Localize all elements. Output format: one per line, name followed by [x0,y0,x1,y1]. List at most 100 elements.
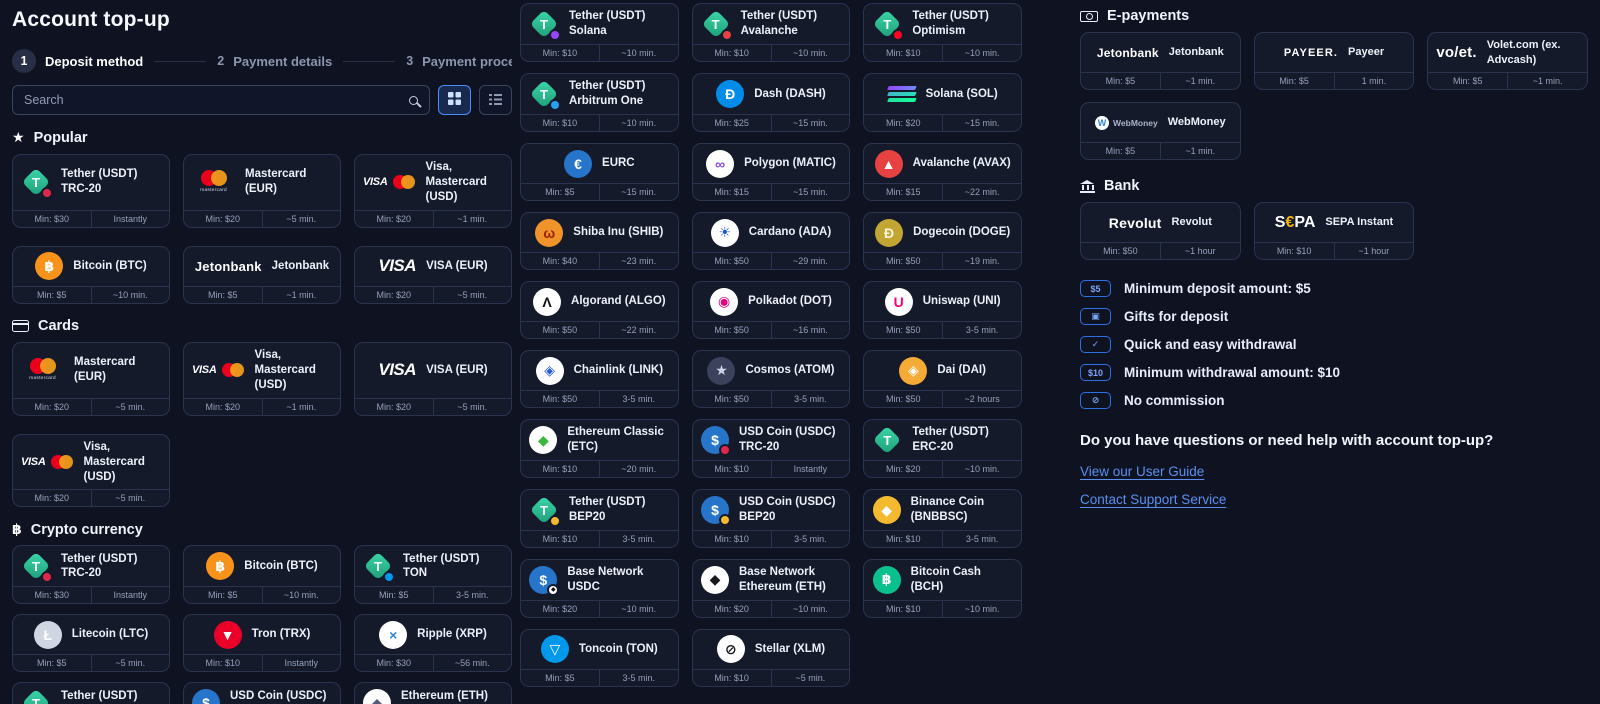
steps-bar: 1 Deposit method 2 Payment details 3 Pay… [12,49,512,73]
payment-method-card[interactable]: W WebMoney WebMoney Min: $5 ~1 min. [1080,102,1241,160]
payment-method-card[interactable]: × Ripple (XRP) Min: $30 ~56 min. [354,614,512,673]
payment-method-card[interactable]: T Tether (USDT) Solana Min: $10 ~10 min. [520,3,679,62]
payment-method-card[interactable]: Ð Dash (DASH) Min: $25 ~15 min. [691,73,851,132]
payment-method-card[interactable]: Jetonbank Jetonbank Min: $5 ~1 min. [183,245,341,304]
bitcoin-icon: ฿ [206,552,235,581]
payment-method-card[interactable]: ฿ Bitcoin (BTC) Min: $5 ~10 min. [183,545,341,605]
help-link-view-our-user-guide[interactable]: View our User Guide [1080,464,1205,480]
payment-method-card[interactable]: Solana (SOL) Min: $20 ~15 min. [863,73,1022,132]
payment-method-card[interactable]: ◆ Ethereum Classic (ETC) Min: $10 ~20 mi… [520,419,679,478]
payment-method-card[interactable]: ∞ Polygon (MATIC) Min: $15 ~15 min. [691,143,851,201]
payment-method-card[interactable]: T Tether (USDT) Avalanche Min: $10 ~10 m… [691,3,851,62]
payment-method-footer: Min: $20 ~1 min. [184,397,340,415]
payment-method-body: T Tether (USDT) Solana [521,4,678,44]
payment-method-card[interactable]: $ ◆ Base Network USDC Min: $20 ~10 min. [520,559,679,618]
payment-method-card[interactable]: ฿ Bitcoin (BTC) Min: $5 ~10 min. [12,245,170,304]
payment-method-min: Min: $50 [693,253,772,269]
step-payment-process[interactable]: 3 Payment process [406,54,512,69]
payment-method-time: ~10 min. [793,48,828,58]
section-header-crypto: ฿ Crypto currency [12,521,512,538]
bitcoin-symbol-icon: ฿ [12,521,22,538]
step-deposit-method[interactable]: 1 Deposit method [12,49,143,73]
search-box[interactable] [12,85,430,115]
payment-method-card[interactable]: mastercard Mastercard (EUR) Min: $20 ~5 … [12,341,170,416]
payment-method-card[interactable]: ▲ Avalanche (AVAX) Min: $15 ~22 min. [863,143,1022,201]
payment-method-body: Solana (SOL) [864,74,1021,114]
payment-method-footer: Min: $15 ~15 min. [692,183,850,200]
payment-method-card[interactable]: $ USD Coin (USDC) BEP20 Min: $10 3-5 min… [691,489,851,548]
payment-method-card[interactable]: T Tether (USDT) Polygon Min: $10 ~10 min… [12,682,170,704]
payment-method-name: Solana (SOL) [925,87,998,100]
payment-method-card[interactable]: ◈ Chainlink (LINK) Min: $50 3-5 min. [520,350,679,408]
payment-method-card[interactable]: ▼ Tron (TRX) Min: $10 Instantly [183,614,341,673]
visa-mastercard-icon: VISA [21,455,74,470]
payment-method-card[interactable]: S€PA SEPA Instant Min: $10 ~1 hour [1253,202,1415,260]
payment-method-body: T Tether (USDT) Arbitrum One [521,74,678,114]
payment-method-card[interactable]: T Tether (USDT) TRC-20 Min: $30 Instantl… [12,545,170,605]
help-link-contact-support-service[interactable]: Contact Support Service [1080,492,1227,508]
payment-method-card[interactable]: PAYEER. Payeer Min: $5 1 min. [1253,32,1415,90]
payment-method-min: Min: $50 [864,322,944,338]
payment-method-footer: Min: $5 ~15 min. [521,183,678,200]
payment-method-card[interactable]: VISA VISA (EUR) Min: $20 ~5 min. [354,245,512,304]
payment-method-card[interactable]: T Tether (USDT) BEP20 Min: $10 3-5 min. [520,489,679,548]
payment-method-footer: Min: $15 ~22 min. [864,183,1021,200]
payment-method-card[interactable]: $ USD Coin (USDC) TRC-20 Min: $10 Instan… [691,419,851,478]
feature-item: ⊘ No commission [1080,392,1588,409]
payment-method-card[interactable]: ◆ Base Network Ethereum (ETH) Min: $20 ~… [691,559,851,618]
bitcoin-cash-icon: ฿ [872,565,901,594]
payment-method-card[interactable]: ⊘ Stellar (XLM) Min: $10 ~5 min. [691,628,851,687]
step-payment-details[interactable]: 2 Payment details [217,54,332,69]
payment-method-card[interactable]: Ð Dogecoin (DOGE) Min: $50 ~19 min. [863,212,1022,270]
payment-method-card[interactable]: Ł Litecoin (LTC) Min: $5 ~5 min. [12,614,170,673]
payment-method-card[interactable]: T Tether (USDT) TON Min: $5 3-5 min. [354,545,512,605]
payment-method-card[interactable]: T Tether (USDT) TRC-20 Min: $30 Instantl… [12,154,170,228]
payment-method-body: ▼ Tron (TRX) [184,615,340,654]
payment-method-min: Min: $20 [184,210,263,227]
payment-method-card[interactable]: Jetonbank Jetonbank Min: $5 ~1 min. [1080,32,1241,90]
section-header-cards: Cards [12,318,512,334]
payment-method-footer: Min: $5 ~10 min. [13,285,169,303]
payment-method-card[interactable]: ◆ Ethereum (ETH) ERC-20 Min: $20 ~10 min… [354,682,512,704]
payment-method-card[interactable]: ◉ Polkadot (DOT) Min: $50 ~16 min. [691,281,851,339]
search-input[interactable] [24,93,401,107]
payment-method-min: Min: $20 [693,600,772,617]
bitcoin-icon: ฿ [35,252,64,281]
grid-view-button[interactable] [438,85,471,115]
payment-method-card[interactable]: ☀ Cardano (ADA) Min: $50 ~29 min. [691,212,851,270]
payment-method-min: Min: $50 [693,391,772,407]
payment-method-card[interactable]: VISA Visa, Mastercard (USD) Min: $20 ~1 … [354,154,512,228]
feature-icon: ⊘ [1080,392,1111,409]
payment-method-name: Jetonbank [271,259,330,272]
payment-method-min: Min: $50 [1081,243,1161,259]
step-label: Payment details [233,53,333,69]
payment-method-card[interactable]: T Tether (USDT) Optimism Min: $10 ~10 mi… [863,3,1022,62]
payment-method-footer: Min: $30 ~56 min. [355,654,511,672]
payment-method-card[interactable]: ◈ Dai (DAI) Min: $50 ~2 hours [863,350,1022,408]
payment-method-card[interactable]: mastercard Mastercard (EUR) Min: $20 ~5 … [183,154,341,228]
payment-method-card[interactable]: ω Shiba Inu (SHIB) Min: $40 ~23 min. [520,212,679,270]
payment-method-card[interactable]: ★ Cosmos (ATOM) Min: $50 3-5 min. [691,350,851,408]
payment-method-card[interactable]: vo/et. Volet.com (ex. Advcash) Min: $5 ~… [1427,32,1588,90]
payment-method-card[interactable]: € EURC Min: $5 ~15 min. [520,143,679,201]
payment-method-body: ◈ Chainlink (LINK) [521,351,678,390]
payment-method-card[interactable]: U Uniswap (UNI) Min: $50 3-5 min. [863,281,1022,339]
jetonbank-logo: Jetonbank [1096,45,1159,60]
payment-method-min: Min: $20 [13,490,92,507]
payment-method-card[interactable]: T Tether (USDT) ERC-20 Min: $20 ~10 min. [863,419,1022,478]
payment-method-card[interactable]: Revolut Revolut Min: $50 ~1 hour [1080,202,1241,260]
payment-method-card[interactable]: Λ Algorand (ALGO) Min: $50 ~22 min. [520,281,679,339]
payment-method-card[interactable]: $◆ USD Coin (USDC) ERC-20 Min: $20 ~10 m… [183,682,341,704]
payment-method-min: Min: $10 [693,461,772,477]
list-view-button[interactable] [479,85,512,115]
payment-method-card[interactable]: VISA Visa, Mastercard (USD) Min: $20 ~5 … [12,433,170,508]
payment-method-card[interactable]: ฿ Bitcoin Cash (BCH) Min: $10 ~10 min. [863,559,1022,618]
payment-method-time: Instantly [113,213,148,224]
payment-method-card[interactable]: VISA VISA (EUR) Min: $20 ~5 min. [354,341,512,416]
payment-method-time: ~1 min. [457,213,488,224]
section-header-popular: ★ Popular [12,129,512,146]
payment-method-card[interactable]: ◆ Binance Coin (BNBBSC) Min: $10 3-5 min… [863,489,1022,548]
payment-method-card[interactable]: VISA Visa, Mastercard (USD) Min: $20 ~1 … [183,341,341,416]
payment-method-card[interactable]: T Tether (USDT) Arbitrum One Min: $10 ~1… [520,73,679,132]
payment-method-card[interactable]: ▽ Toncoin (TON) Min: $5 3-5 min. [520,628,679,687]
